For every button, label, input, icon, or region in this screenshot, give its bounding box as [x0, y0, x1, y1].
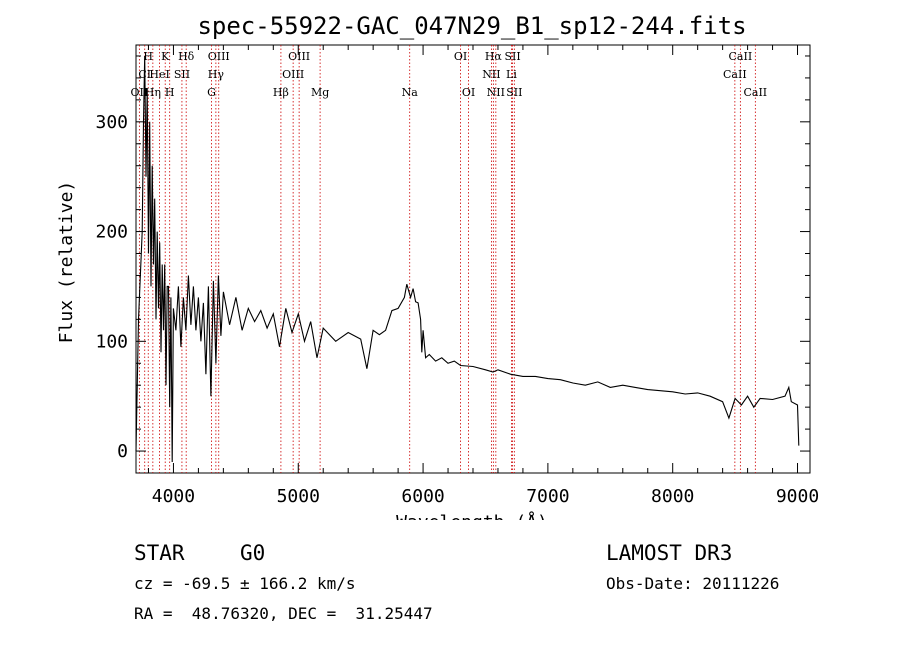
spectrum-chart: spec-55922-GAC_047N29_B1_sp12-244.fits H… [56, 12, 819, 520]
spectrum-line [135, 55, 800, 463]
line-marker-label: HeI [149, 68, 169, 81]
coordinates: RA = 48.76320, DEC = 31.25447 [134, 604, 433, 623]
x-tick-label: 8000 [651, 486, 694, 507]
line-marker-label: OI [462, 86, 475, 99]
line-marker-label: Li [506, 68, 517, 81]
line-marker-label: Hα [485, 50, 503, 63]
line-marker-label: SII [506, 86, 522, 99]
survey-name: LAMOST DR3 [606, 541, 733, 565]
y-axis-label: Flux (relative) [56, 181, 77, 344]
y-tick-label: 100 [95, 331, 128, 352]
line-marker-label: OIII [288, 50, 310, 63]
line-marker-label: CaII [743, 86, 767, 99]
y-axis-ticks: 0 100 200 300 [95, 55, 810, 462]
line-marker-label: Hη [145, 86, 161, 99]
redshift-velocity: cz = -69.5 ± 166.2 km/s [134, 574, 356, 593]
line-marker-label: Mg [311, 86, 329, 99]
line-markers [138, 45, 756, 473]
x-tick-label: 9000 [776, 486, 819, 507]
line-marker-label: SII [504, 50, 520, 63]
y-tick-label: 300 [95, 112, 128, 133]
line-marker-label: NII [487, 86, 505, 99]
line-marker-label: G [207, 86, 216, 99]
x-axis-label: Wavelength (Å) [396, 511, 548, 520]
x-tick-label: 5000 [277, 486, 320, 507]
object-subclass: G0 [240, 541, 266, 565]
line-marker-label: H [165, 86, 175, 99]
line-marker-label: Hγ [208, 68, 225, 81]
line-marker-label: K [161, 50, 170, 63]
line-marker-label: Hβ [273, 86, 289, 99]
line-marker-label: OI [454, 50, 467, 63]
line-marker-label: CaII [723, 68, 747, 81]
line-marker-label: OIII [208, 50, 230, 63]
x-axis-ticks: 4000 5000 6000 7000 8000 9000 [147, 45, 819, 507]
x-tick-label: 6000 [401, 486, 444, 507]
line-marker-label: H [143, 50, 153, 63]
observation-date: Obs-Date: 20111226 [606, 574, 780, 593]
line-marker-label: Hδ [178, 50, 195, 63]
chart-title: spec-55922-GAC_047N29_B1_sp12-244.fits [197, 12, 746, 40]
plot-frame [135, 44, 811, 474]
line-marker-label: Na [402, 86, 419, 99]
y-tick-label: 200 [95, 222, 128, 243]
x-tick-label: 4000 [152, 486, 195, 507]
x-tick-label: 7000 [526, 486, 569, 507]
line-marker-label: NII [482, 68, 500, 81]
line-marker-label: SII [174, 68, 190, 81]
object-class: STAR [134, 541, 185, 565]
line-marker-label: CaII [729, 50, 753, 63]
y-tick-label: 0 [117, 441, 128, 462]
line-marker-label: OIII [282, 68, 304, 81]
